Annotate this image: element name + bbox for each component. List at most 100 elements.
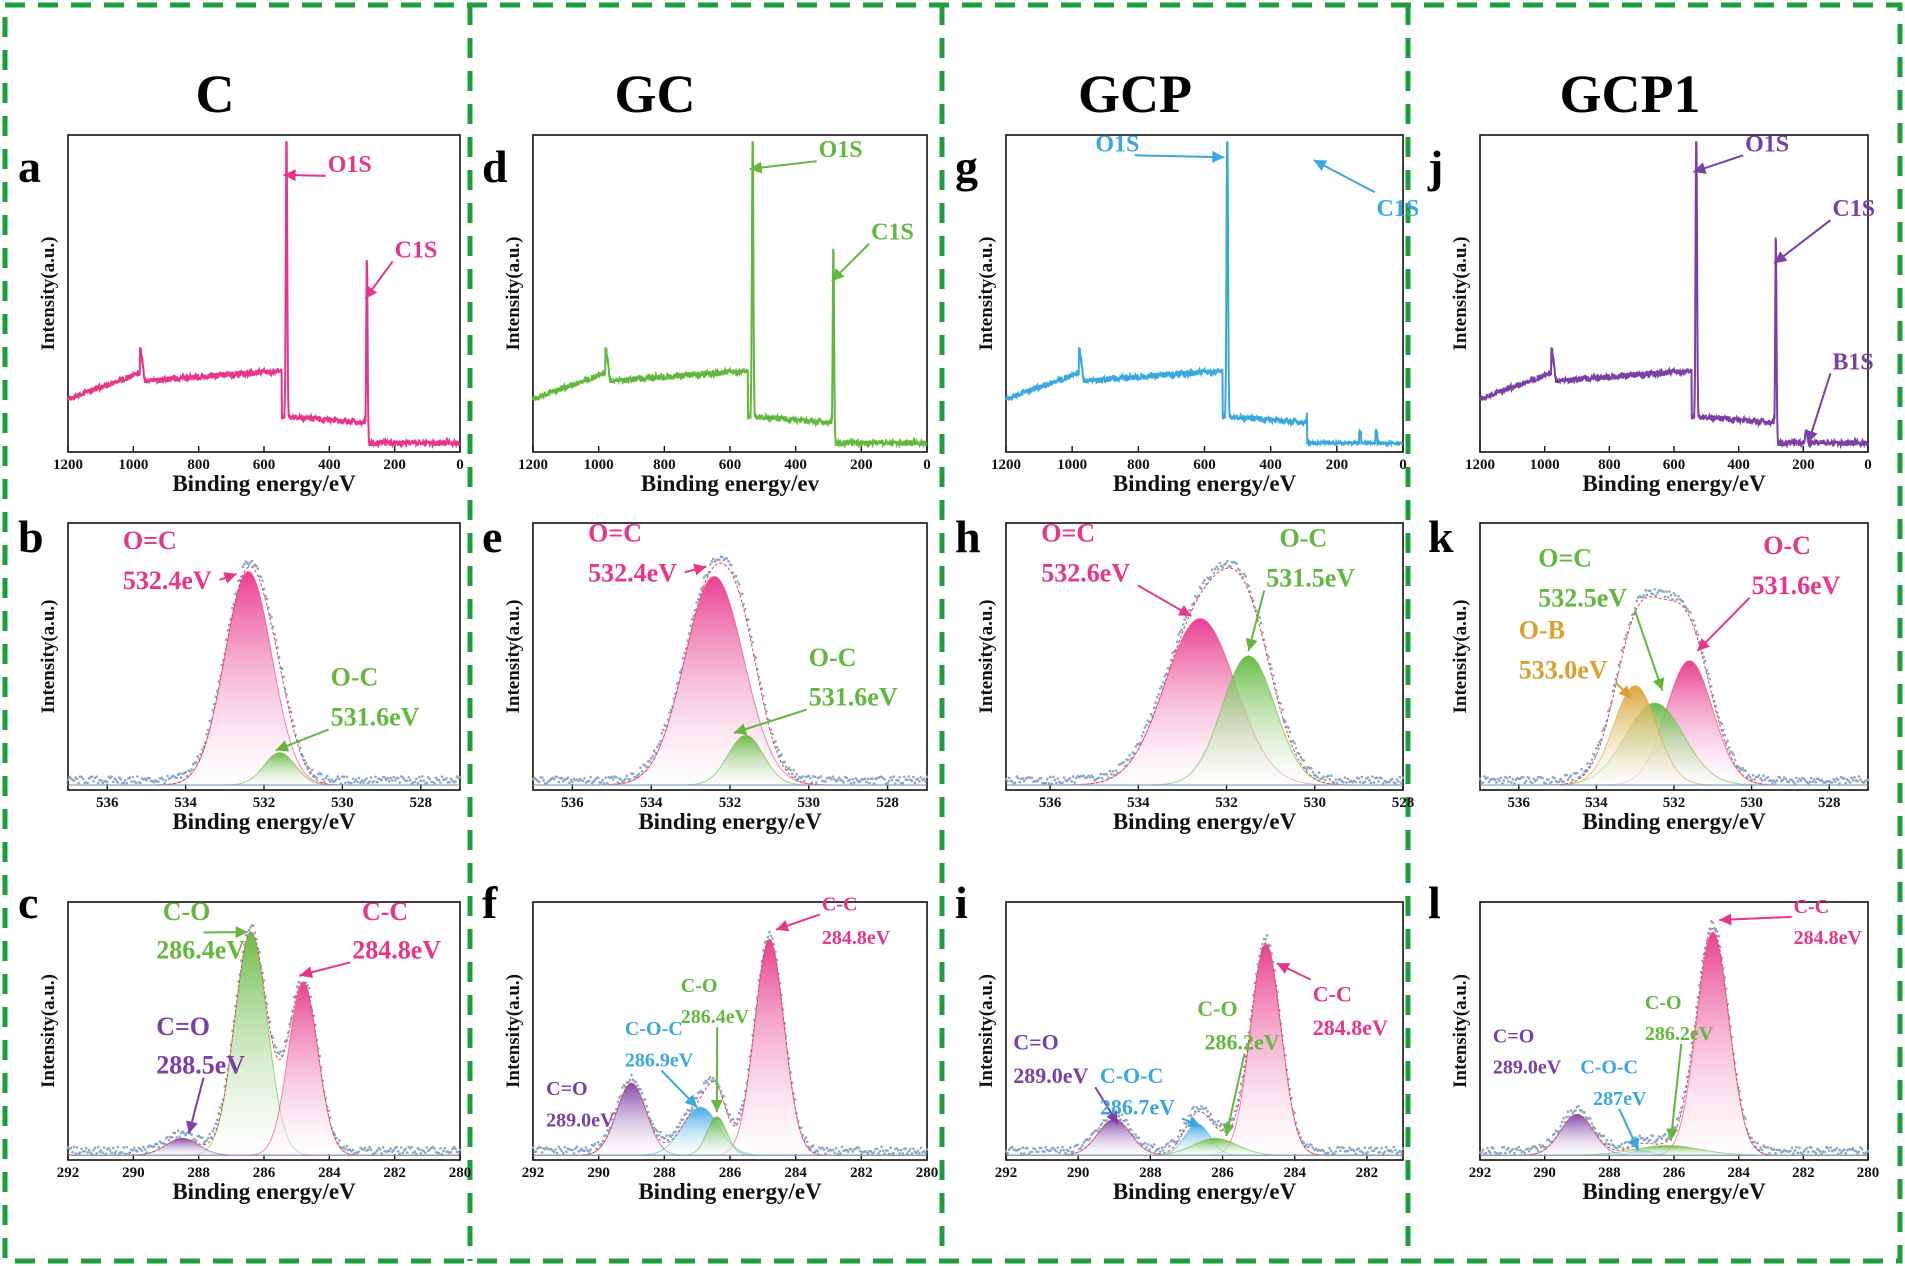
exp-point xyxy=(592,780,595,783)
exp-point xyxy=(1270,952,1273,955)
exp-point xyxy=(731,571,735,574)
exp-point xyxy=(907,775,911,778)
exp-point xyxy=(249,561,252,564)
exp-point xyxy=(1633,607,1637,610)
exp-point xyxy=(643,1098,647,1101)
exp-point xyxy=(1006,1151,1009,1155)
exp-point xyxy=(659,1130,662,1134)
exp-point xyxy=(1730,1035,1734,1039)
exp-point xyxy=(1375,1146,1379,1150)
exp-point xyxy=(145,1151,148,1154)
panel-letter-h: h xyxy=(955,511,981,562)
exp-point xyxy=(863,777,867,781)
exp-point xyxy=(1853,776,1856,779)
exp-point xyxy=(1608,1143,1612,1146)
y-axis-label: Intensity(a.u.) xyxy=(976,236,997,350)
exp-point xyxy=(1748,775,1752,779)
exp-point xyxy=(774,740,777,743)
exp-point xyxy=(93,1146,97,1150)
exp-point xyxy=(1044,1145,1047,1149)
annotation-C=O: C=O xyxy=(1493,1025,1534,1047)
annotation-532.5eV: 532.5eV xyxy=(1538,583,1627,612)
x-tick-label: 286 xyxy=(719,1165,742,1181)
exp-point xyxy=(77,781,80,785)
exp-point xyxy=(1838,1148,1841,1152)
exp-point xyxy=(1200,1105,1203,1108)
exp-point xyxy=(1775,779,1779,782)
exp-point xyxy=(1157,1147,1160,1150)
exp-point xyxy=(1062,776,1066,779)
annotation-289.0eV: 289.0eV xyxy=(1013,1063,1088,1088)
exp-point xyxy=(1727,1016,1731,1019)
exp-point xyxy=(1320,777,1324,780)
exp-point xyxy=(1617,663,1621,667)
exp-point xyxy=(1660,1137,1664,1141)
exp-point xyxy=(335,777,338,781)
exp-point xyxy=(1052,775,1055,779)
exp-point xyxy=(1334,1150,1338,1153)
exp-point xyxy=(295,985,299,988)
exp-point xyxy=(925,775,929,779)
exp-point xyxy=(1307,1145,1310,1149)
exp-point xyxy=(405,779,409,783)
survey-line xyxy=(1479,141,1869,450)
exp-point xyxy=(657,742,661,746)
exp-point xyxy=(666,718,670,721)
exp-point xyxy=(1507,1146,1510,1150)
exp-point xyxy=(1120,1113,1124,1117)
exp-point xyxy=(807,774,811,778)
exp-point xyxy=(1523,1152,1527,1155)
exp-point xyxy=(1058,1151,1061,1155)
exp-point xyxy=(1015,775,1018,778)
exp-point xyxy=(1675,598,1679,601)
exp-point xyxy=(592,1144,595,1148)
exp-point xyxy=(1502,779,1506,782)
exp-point xyxy=(1128,753,1131,757)
exp-point xyxy=(1566,1110,1570,1114)
exp-point xyxy=(1056,1146,1060,1149)
exp-point xyxy=(1590,1122,1594,1125)
exp-point xyxy=(262,979,266,982)
exp-point xyxy=(1088,1137,1092,1140)
exp-point xyxy=(560,1149,564,1153)
exp-point xyxy=(1678,1111,1682,1114)
exp-point xyxy=(806,1140,809,1144)
exp-point xyxy=(866,777,870,781)
exp-point xyxy=(1481,1148,1485,1152)
exp-point xyxy=(1036,1150,1040,1153)
exp-point xyxy=(1781,778,1785,781)
x-tick-label: 290 xyxy=(1067,1165,1090,1181)
exp-point xyxy=(298,746,302,750)
exp-point xyxy=(176,1129,180,1133)
exp-point xyxy=(666,1138,670,1142)
x-tick-label: 282 xyxy=(850,1165,873,1181)
exp-point xyxy=(1195,1106,1199,1109)
arrow-head xyxy=(223,572,237,584)
exp-point xyxy=(83,1149,86,1153)
exp-point xyxy=(1210,568,1214,571)
exp-point xyxy=(1316,776,1319,779)
exp-point xyxy=(1391,1150,1394,1153)
exp-point xyxy=(1191,603,1194,606)
x-tick-label: 534 xyxy=(640,795,663,811)
exp-point xyxy=(687,632,691,635)
exp-point xyxy=(1395,778,1399,781)
exp-point xyxy=(1707,672,1710,676)
exp-point xyxy=(1010,1145,1014,1149)
panel-d: d 1200 1000 800 600 400 200 0 Binding energy/ev I… xyxy=(482,134,931,496)
exp-point xyxy=(710,1079,714,1082)
exp-point xyxy=(883,778,886,781)
exp-point xyxy=(1790,778,1794,782)
exp-point xyxy=(1168,1145,1171,1148)
annotation-arrow xyxy=(1633,609,1664,691)
exp-point xyxy=(1495,781,1498,784)
exp-point xyxy=(1480,1150,1483,1154)
x-tick-label: 286 xyxy=(1211,1165,1234,1181)
exp-point xyxy=(401,1151,405,1155)
exp-point xyxy=(1180,628,1183,632)
exp-point xyxy=(534,1150,538,1153)
exp-point xyxy=(1071,1150,1075,1154)
exp-point xyxy=(282,675,285,678)
exp-point xyxy=(1261,942,1264,946)
exp-point xyxy=(1233,1109,1237,1113)
